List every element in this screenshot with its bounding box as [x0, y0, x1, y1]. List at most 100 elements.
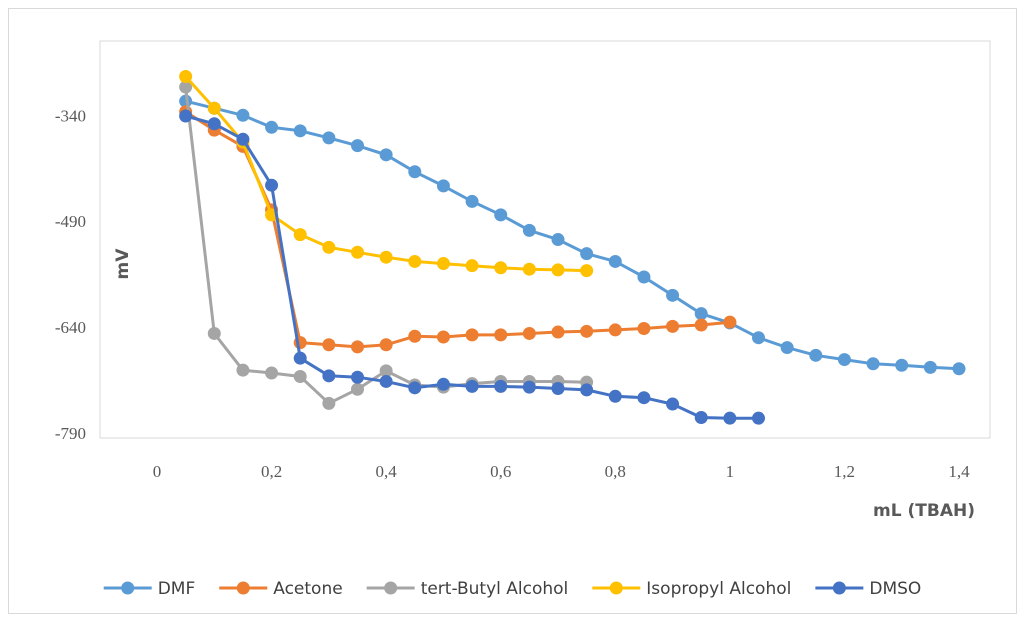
data-point — [666, 397, 680, 411]
data-point — [837, 353, 851, 367]
data-point — [551, 233, 565, 247]
data-point — [379, 148, 393, 162]
data-point — [351, 139, 364, 153]
data-point — [752, 411, 765, 425]
x-tick-label: 1 — [726, 462, 735, 481]
data-point — [580, 247, 594, 261]
data-point — [952, 362, 966, 376]
legend-label: Acetone — [273, 579, 342, 599]
data-point — [895, 358, 909, 372]
data-point — [322, 240, 336, 254]
data-point — [207, 326, 221, 340]
data-point — [494, 379, 508, 393]
data-point — [236, 363, 250, 377]
data-point — [179, 69, 193, 83]
data-point — [809, 348, 823, 362]
data-point — [351, 245, 364, 259]
legend-label: tert-Butyl Alcohol — [421, 579, 569, 599]
data-point — [293, 124, 307, 138]
legend-label: DMF — [158, 579, 196, 599]
legend-marker — [384, 581, 398, 595]
x-tick-label: 1,2 — [834, 462, 855, 481]
data-point — [522, 262, 536, 276]
data-point — [436, 330, 450, 344]
legend-marker — [609, 581, 623, 595]
data-point — [580, 264, 594, 278]
data-point — [379, 338, 393, 352]
y-tick-label: -790 — [55, 424, 86, 443]
data-point — [179, 109, 193, 123]
data-point — [408, 254, 422, 268]
data-point — [580, 383, 594, 397]
data-point — [408, 165, 422, 179]
data-point — [522, 380, 536, 394]
data-point — [351, 370, 364, 384]
data-point — [465, 259, 479, 273]
data-point — [379, 374, 393, 388]
data-point — [293, 351, 307, 365]
data-point — [436, 257, 450, 271]
data-point — [265, 366, 279, 380]
data-point — [265, 120, 279, 134]
chart-frame — [8, 8, 1017, 614]
series-isopropyl-alcohol — [179, 69, 594, 278]
data-point — [236, 132, 250, 146]
data-point — [236, 108, 250, 122]
data-point — [351, 382, 364, 396]
data-point — [923, 360, 937, 374]
series-line — [185, 99, 960, 371]
y-tick-label: -640 — [55, 318, 86, 337]
data-point — [666, 319, 680, 333]
data-point — [494, 328, 508, 342]
data-point — [322, 369, 336, 383]
data-point — [436, 179, 450, 193]
data-point — [322, 396, 336, 410]
data-point — [379, 250, 393, 264]
series-line — [184, 110, 731, 349]
legend-label: Isopropyl Alcohol — [646, 579, 791, 599]
data-point — [637, 322, 651, 336]
x-tick-labels: 0 0,2 0,4 0,6 0,8 1 1,2 1,4 — [153, 462, 970, 481]
data-point — [608, 323, 622, 337]
data-point — [436, 377, 450, 391]
legend-marker — [832, 581, 846, 595]
legend-marker — [236, 581, 250, 595]
legend-marker — [121, 581, 135, 595]
data-point — [408, 329, 422, 343]
data-point — [465, 328, 479, 342]
data-point — [207, 101, 221, 115]
x-tick-label: 0,8 — [605, 462, 626, 481]
data-point — [465, 379, 479, 393]
data-point — [780, 341, 794, 355]
data-point — [293, 228, 307, 242]
legend-label: DMSO — [869, 579, 921, 599]
data-point — [752, 331, 765, 345]
data-point — [465, 194, 479, 208]
data-point — [694, 410, 708, 424]
y-tick-label: -490 — [55, 212, 86, 231]
plot-area-border — [99, 40, 991, 439]
data-point — [637, 391, 651, 405]
series-acetone — [179, 105, 737, 354]
data-point — [694, 307, 708, 321]
data-point — [551, 382, 565, 396]
y-tick-label: -340 — [55, 106, 86, 125]
x-tick-label: 0 — [153, 462, 162, 481]
y-axis-title: mV — [113, 248, 133, 280]
data-point — [723, 411, 737, 425]
series-layer — [179, 69, 966, 425]
x-tick-label: 0,2 — [261, 462, 282, 481]
data-point — [322, 338, 336, 352]
data-point — [723, 315, 737, 329]
y-tick-labels: -340 -490 -640 -790 — [55, 106, 86, 443]
x-tick-label: 0,6 — [490, 462, 511, 481]
series-tert-butyl-alcohol — [179, 80, 594, 410]
data-point — [522, 223, 536, 237]
x-tick-label: 1,4 — [948, 462, 970, 481]
data-point — [522, 326, 536, 340]
data-point — [608, 254, 622, 268]
series-dmso — [179, 109, 765, 425]
series-line — [184, 75, 587, 273]
data-point — [694, 318, 708, 332]
